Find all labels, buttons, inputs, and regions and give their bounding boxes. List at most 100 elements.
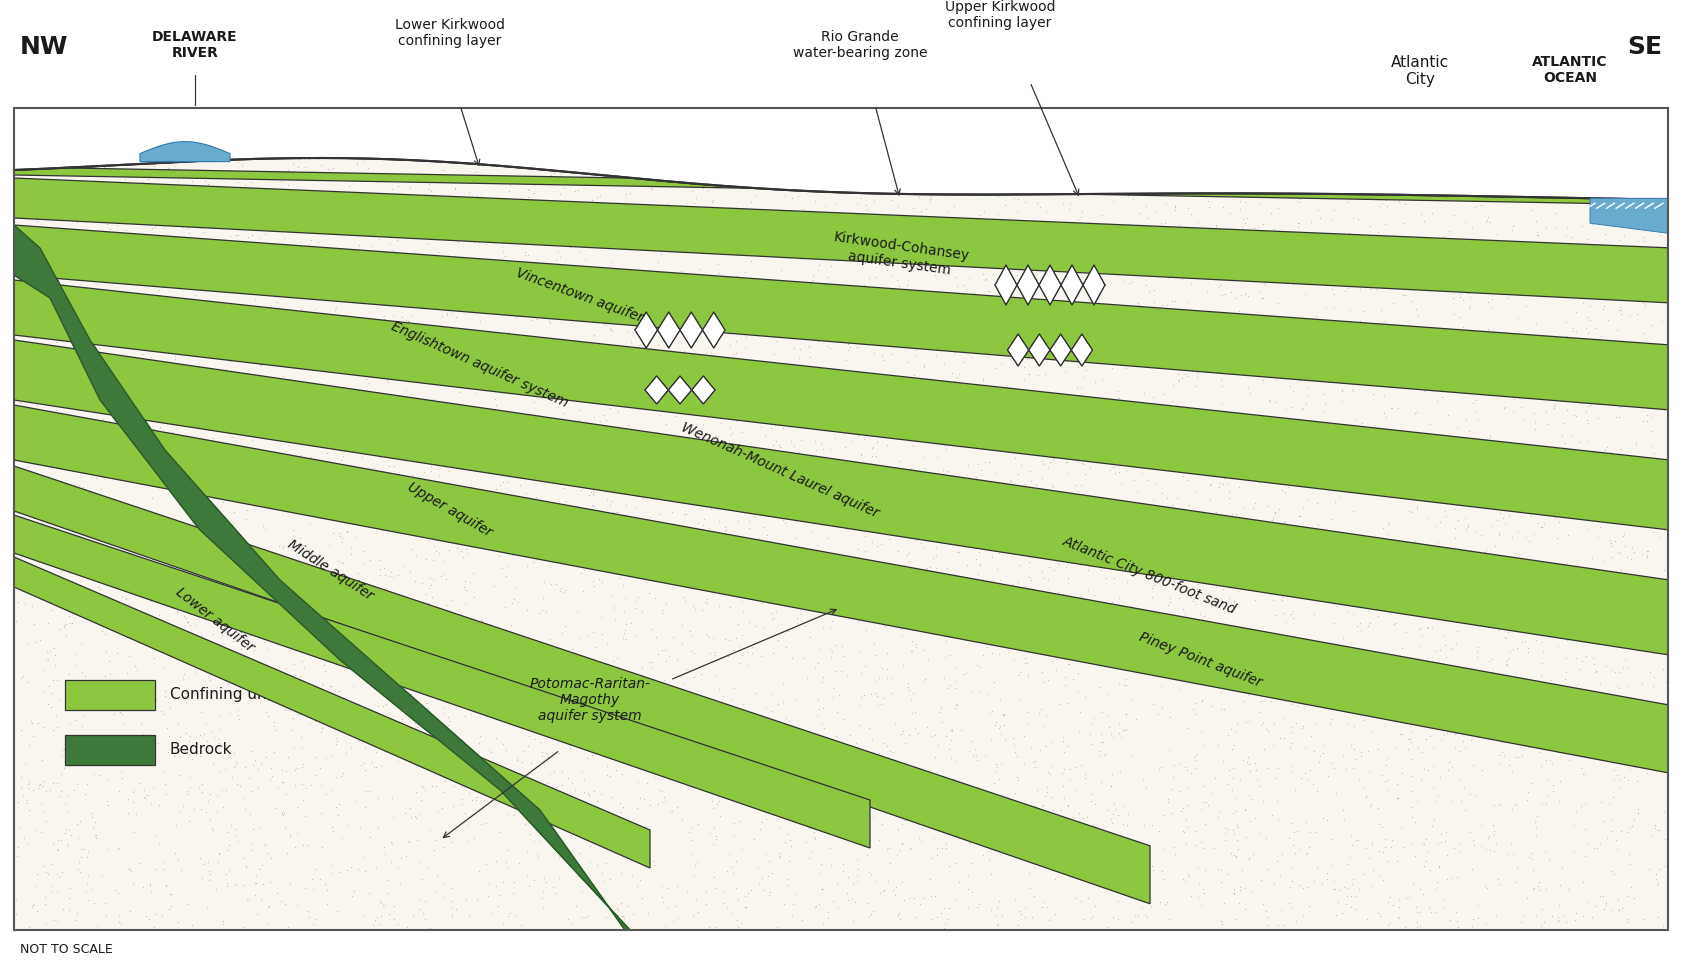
Point bbox=[868, 401, 895, 417]
Point bbox=[249, 330, 276, 346]
Point bbox=[747, 386, 774, 402]
Point bbox=[1527, 902, 1554, 917]
Point bbox=[807, 805, 834, 821]
Point bbox=[500, 807, 526, 823]
Point bbox=[1334, 856, 1361, 872]
Point bbox=[1245, 779, 1272, 794]
Point bbox=[981, 717, 1008, 733]
Point bbox=[198, 565, 225, 581]
Point bbox=[1228, 577, 1255, 592]
Point bbox=[1039, 802, 1066, 818]
Point bbox=[870, 735, 897, 751]
Point bbox=[1262, 770, 1288, 786]
Point bbox=[822, 195, 849, 211]
Point bbox=[543, 433, 570, 449]
Point bbox=[1002, 801, 1029, 817]
Point bbox=[607, 428, 634, 444]
Point bbox=[663, 878, 690, 894]
Point bbox=[883, 847, 910, 863]
Point bbox=[402, 808, 429, 824]
Point bbox=[1076, 339, 1103, 354]
Point bbox=[1068, 529, 1095, 545]
Point bbox=[82, 918, 109, 934]
Point bbox=[590, 383, 617, 398]
Point bbox=[1356, 219, 1383, 234]
Point bbox=[50, 378, 77, 393]
Point bbox=[1230, 863, 1256, 878]
Point bbox=[722, 853, 748, 869]
Point bbox=[1384, 911, 1411, 926]
Point bbox=[1490, 400, 1517, 416]
Point bbox=[594, 317, 621, 333]
Point bbox=[1334, 280, 1361, 296]
Point bbox=[1191, 609, 1218, 625]
Point bbox=[656, 482, 683, 498]
Point bbox=[451, 431, 478, 447]
Point bbox=[1625, 132, 1652, 147]
Point bbox=[967, 685, 994, 701]
Point bbox=[1167, 158, 1194, 174]
Point bbox=[624, 346, 651, 362]
Point bbox=[183, 187, 210, 203]
Point bbox=[1632, 208, 1658, 224]
Point bbox=[306, 278, 333, 294]
Point bbox=[326, 865, 353, 880]
Point bbox=[565, 868, 592, 883]
Point bbox=[426, 351, 452, 367]
Point bbox=[49, 901, 76, 916]
Point bbox=[466, 521, 493, 537]
Point bbox=[858, 455, 885, 470]
Point bbox=[402, 750, 429, 765]
Point bbox=[288, 224, 315, 239]
Point bbox=[1277, 365, 1304, 381]
Point bbox=[1100, 796, 1127, 812]
Point bbox=[1100, 107, 1127, 123]
Point bbox=[281, 605, 308, 621]
Point bbox=[637, 621, 664, 636]
Point bbox=[378, 564, 405, 580]
Point bbox=[1076, 301, 1103, 316]
Point bbox=[570, 771, 597, 787]
Point bbox=[1568, 760, 1595, 776]
Point bbox=[646, 488, 673, 504]
Point bbox=[1499, 763, 1526, 779]
Point bbox=[732, 339, 759, 354]
Point bbox=[1337, 151, 1364, 167]
Point bbox=[156, 544, 183, 559]
Point bbox=[505, 752, 532, 768]
Point bbox=[1105, 883, 1132, 899]
Point bbox=[1036, 766, 1063, 782]
Point bbox=[468, 209, 495, 224]
Point bbox=[104, 376, 131, 391]
Point bbox=[957, 855, 984, 871]
Point bbox=[104, 470, 131, 486]
Point bbox=[1082, 899, 1108, 915]
Point bbox=[530, 884, 557, 900]
Point bbox=[1558, 190, 1584, 206]
Point bbox=[1433, 725, 1460, 741]
Point bbox=[37, 700, 64, 715]
Point bbox=[99, 214, 126, 229]
Point bbox=[19, 899, 45, 915]
Point bbox=[641, 126, 668, 142]
Point bbox=[831, 300, 858, 315]
Point bbox=[289, 755, 316, 771]
Point bbox=[1013, 650, 1039, 666]
Point bbox=[1048, 542, 1075, 557]
Point bbox=[1071, 497, 1098, 512]
Point bbox=[313, 203, 340, 219]
Point bbox=[863, 538, 890, 553]
Point bbox=[279, 400, 306, 416]
Point bbox=[1112, 720, 1139, 736]
Point bbox=[1376, 463, 1403, 478]
Point bbox=[1608, 562, 1635, 578]
Point bbox=[323, 240, 350, 256]
Point bbox=[1593, 367, 1620, 383]
Point bbox=[1367, 195, 1394, 211]
Point bbox=[205, 193, 232, 209]
Point bbox=[1004, 769, 1031, 785]
Point bbox=[547, 583, 574, 598]
Point bbox=[942, 319, 969, 335]
Point bbox=[710, 689, 737, 705]
Point bbox=[1231, 216, 1258, 231]
